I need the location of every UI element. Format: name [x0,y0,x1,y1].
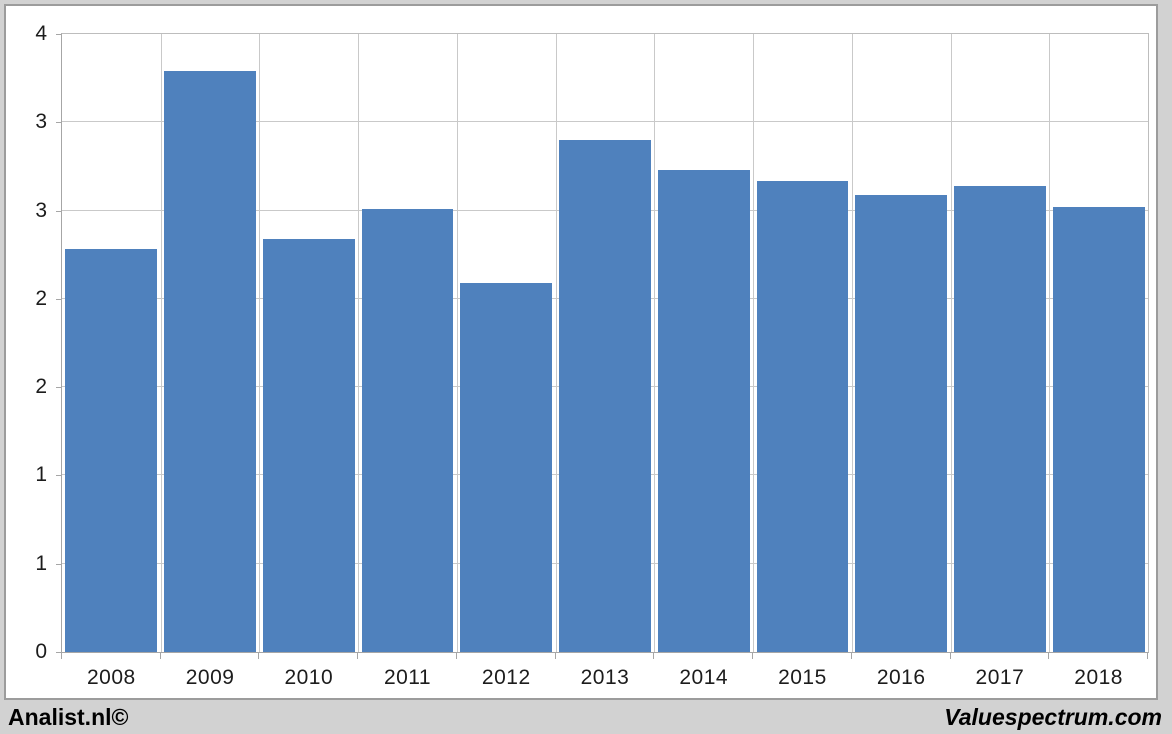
footer-brand-analist: Analist.nl© [8,704,129,730]
bar-2010 [262,238,355,652]
x-axis-label-2008: 2008 [87,666,136,689]
y-axis-label: 1 [35,463,47,487]
x-axis-label-2009: 2009 [185,666,235,689]
chart-surface: 2008 2009 2010 2011 2012 2013 2014 2015 2016 2017… [4,4,1158,700]
y-axis-label: 3 [35,110,47,134]
bar-2013 [559,139,651,652]
x-axis-tick [357,652,359,659]
gridline-vertical [1049,34,1051,652]
gridline-vertical [160,34,162,652]
plot-area: 2008 2009 2010 2011 2012 2013 2014 2015 2016 2017… [35,22,1149,689]
bar-2018 [1052,207,1145,652]
footer-brand-valuespectrum: Valuespectrum.com [944,704,1162,730]
x-axis-tick [258,652,260,659]
gridline-vertical [753,34,755,652]
x-axis-tick [159,652,161,659]
gridline-vertical [654,34,656,652]
bar-2017 [954,185,1046,652]
y-axis-label: 4 [35,22,47,45]
x-axis-tick [554,652,556,659]
x-axis-label-2018: 2018 [1074,666,1123,689]
gridline-horizontal [62,121,1148,123]
gridline-vertical [555,34,557,652]
x-axis-tick [752,652,754,659]
x-axis-tick [653,652,655,659]
bar-2012 [460,282,553,652]
y-axis-tick [56,34,62,35]
x-axis-label-2016: 2016 [876,666,926,689]
bar-2011 [361,208,454,652]
x-axis-label-2010: 2010 [284,666,334,689]
bar-2014 [657,169,750,652]
x-axis-label-2012: 2012 [481,666,531,689]
y-axis-tick [56,475,62,477]
y-axis-label: 2 [35,375,47,399]
y-axis-label: 0 [35,640,47,663]
gridline-vertical [950,34,952,652]
y-axis-tick [56,298,62,300]
y-axis-label: 2 [35,286,47,310]
gridline-vertical [358,34,360,652]
y-axis-tick [56,387,62,389]
bar-2015 [756,180,849,652]
y-axis-tick [56,563,62,565]
y-axis-label: 3 [35,198,47,222]
x-axis-label-2013: 2013 [580,666,630,689]
x-axis-label-2014: 2014 [679,666,729,689]
x-axis-label-2011: 2011 [383,666,432,689]
gridline-vertical [851,34,853,652]
x-axis-tick [850,652,852,659]
bar-2009 [164,71,256,652]
x-axis-tick [1048,652,1050,659]
x-axis-tick [455,652,457,659]
gridline-vertical [259,34,261,652]
x-axis-label-2017: 2017 [975,666,1025,689]
bar-2008 [65,249,158,652]
gridline-vertical [456,34,458,652]
y-axis-label: 1 [35,551,47,575]
x-axis-label-2015: 2015 [778,666,827,689]
y-axis-tick [56,122,62,124]
y-axis-tick [56,652,62,653]
x-axis-tick [1147,652,1148,659]
bar-2016 [855,194,948,652]
x-axis-tick [61,652,62,659]
y-axis-tick [56,210,62,212]
x-axis-tick [949,652,951,659]
